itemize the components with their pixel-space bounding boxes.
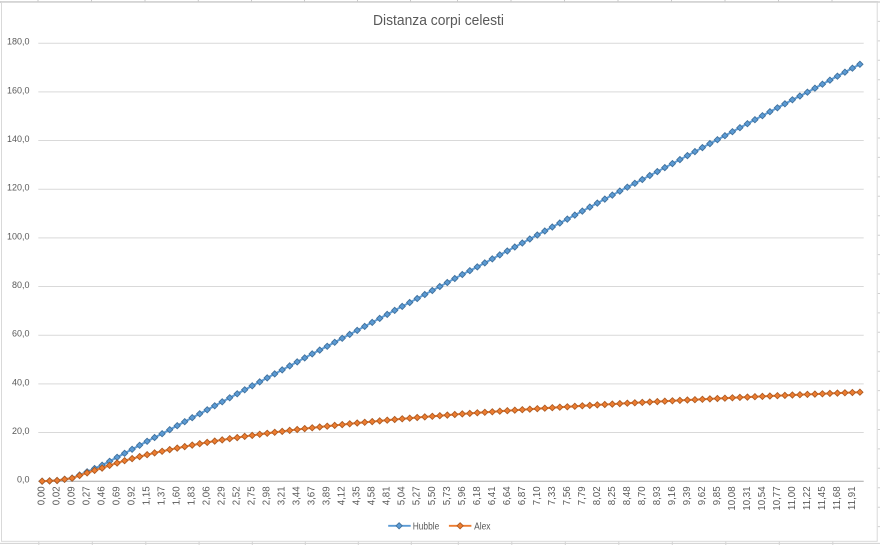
svg-text:40,0: 40,0 [12, 377, 30, 387]
svg-text:140,0: 140,0 [7, 134, 30, 144]
svg-text:8,70: 8,70 [637, 486, 648, 505]
svg-text:11,22: 11,22 [802, 486, 813, 510]
svg-text:3,89: 3,89 [322, 486, 333, 505]
svg-text:2,06: 2,06 [202, 486, 213, 505]
svg-text:0,09: 0,09 [67, 486, 78, 505]
svg-text:9,16: 9,16 [667, 486, 678, 505]
svg-text:Distanza corpi celesti: Distanza corpi celesti [373, 12, 504, 29]
svg-text:7,56: 7,56 [562, 486, 573, 505]
svg-text:4,12: 4,12 [337, 486, 348, 505]
svg-text:8,93: 8,93 [652, 486, 663, 505]
svg-text:0,69: 0,69 [112, 486, 123, 505]
svg-text:1,37: 1,37 [157, 486, 168, 505]
svg-text:0,92: 0,92 [127, 486, 138, 505]
svg-text:60,0: 60,0 [12, 329, 30, 339]
svg-text:5,73: 5,73 [442, 486, 453, 505]
svg-text:8,48: 8,48 [622, 486, 633, 505]
svg-text:9,39: 9,39 [682, 486, 693, 505]
svg-text:5,04: 5,04 [397, 486, 408, 505]
svg-text:7,79: 7,79 [577, 486, 588, 505]
svg-text:4,81: 4,81 [382, 486, 393, 505]
svg-text:7,33: 7,33 [547, 486, 558, 505]
svg-text:180,0: 180,0 [7, 37, 30, 47]
svg-text:8,02: 8,02 [592, 486, 603, 505]
svg-text:4,35: 4,35 [352, 486, 363, 505]
svg-text:20,0: 20,0 [12, 426, 30, 436]
svg-text:11,45: 11,45 [817, 486, 828, 510]
svg-text:Alex: Alex [474, 522, 490, 533]
svg-text:6,41: 6,41 [487, 486, 498, 505]
svg-text:2,52: 2,52 [232, 486, 243, 505]
svg-text:4,58: 4,58 [367, 486, 378, 505]
svg-text:2,98: 2,98 [262, 486, 273, 505]
svg-text:120,0: 120,0 [7, 183, 30, 193]
svg-text:10,54: 10,54 [757, 486, 768, 511]
svg-text:10,08: 10,08 [727, 486, 738, 510]
svg-text:0,00: 0,00 [37, 486, 48, 505]
svg-text:100,0: 100,0 [7, 231, 30, 241]
svg-text:3,67: 3,67 [307, 486, 318, 505]
svg-text:11,00: 11,00 [787, 486, 798, 510]
svg-text:6,64: 6,64 [502, 486, 513, 505]
svg-text:3,21: 3,21 [277, 486, 288, 505]
svg-text:5,96: 5,96 [457, 486, 468, 505]
svg-text:0,27: 0,27 [82, 486, 93, 505]
svg-text:1,83: 1,83 [187, 486, 198, 505]
svg-text:2,75: 2,75 [247, 486, 258, 505]
svg-text:3,44: 3,44 [292, 486, 303, 505]
svg-text:5,50: 5,50 [427, 486, 438, 505]
svg-text:11,68: 11,68 [832, 486, 843, 510]
svg-text:9,62: 9,62 [697, 486, 708, 505]
svg-text:0,02: 0,02 [52, 486, 63, 505]
svg-text:7,10: 7,10 [532, 486, 543, 505]
svg-text:10,31: 10,31 [742, 486, 753, 510]
svg-text:1,60: 1,60 [172, 486, 183, 505]
svg-text:1,15: 1,15 [142, 486, 153, 505]
svg-text:10,77: 10,77 [772, 486, 783, 510]
svg-text:0,46: 0,46 [97, 486, 108, 505]
svg-text:11,91: 11,91 [847, 486, 858, 510]
svg-text:160,0: 160,0 [7, 85, 30, 95]
svg-text:80,0: 80,0 [12, 280, 30, 290]
svg-text:Hubble: Hubble [413, 522, 440, 533]
svg-text:8,25: 8,25 [607, 486, 618, 505]
svg-text:0,0: 0,0 [17, 475, 30, 485]
svg-text:9,85: 9,85 [712, 486, 723, 505]
svg-text:6,87: 6,87 [517, 486, 528, 505]
svg-text:2,29: 2,29 [217, 486, 228, 505]
svg-text:6,18: 6,18 [472, 486, 483, 505]
svg-text:5,27: 5,27 [412, 486, 423, 505]
